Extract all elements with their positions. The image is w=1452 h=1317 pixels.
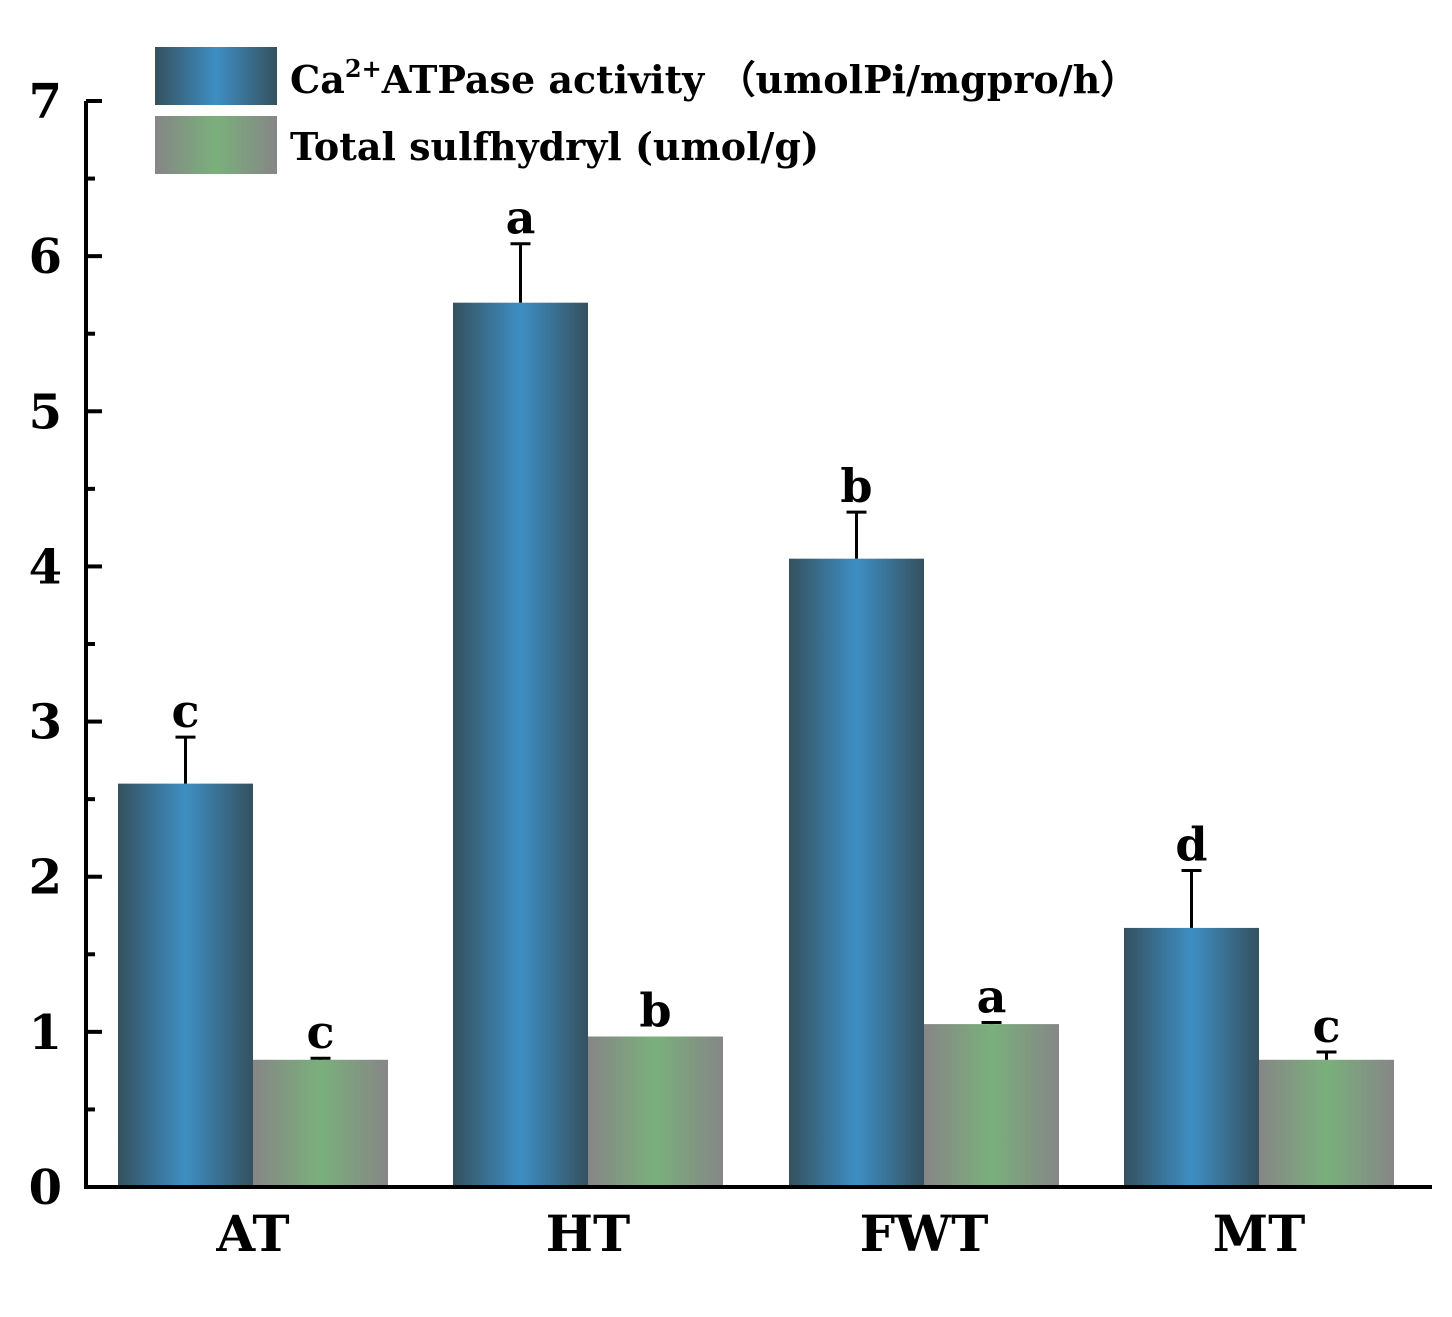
y-tick-label: 1 bbox=[29, 1005, 62, 1061]
significance-letter: b bbox=[639, 984, 671, 1038]
y-tick-label: 0 bbox=[29, 1160, 62, 1216]
bar-sulfhydryl-at bbox=[253, 1059, 388, 1187]
legend-label-ca-atpase: Ca2+ATPase activity （umolPi/mgpro/h） bbox=[290, 54, 1138, 102]
significance-letter: c bbox=[1312, 999, 1340, 1053]
bar-ca-atpase-ht bbox=[453, 302, 588, 1188]
y-tick-label: 4 bbox=[29, 539, 62, 595]
significance-letter: c bbox=[171, 684, 199, 738]
y-tick-label: 3 bbox=[29, 695, 62, 751]
x-category-label: AT bbox=[215, 1204, 289, 1263]
y-tick-label: 7 bbox=[29, 74, 62, 130]
significance-letter: a bbox=[506, 191, 536, 245]
x-category-label: HT bbox=[546, 1204, 630, 1263]
bar-sulfhydryl-ht bbox=[588, 1036, 723, 1187]
legend-label-sulfhydryl: Total sulfhydryl (umol/g) bbox=[290, 124, 819, 169]
legend-swatch-ca-atpase bbox=[155, 47, 277, 105]
significance-letter: c bbox=[306, 1005, 334, 1059]
bar-ca-atpase-at bbox=[118, 783, 253, 1187]
significance-letter: a bbox=[977, 970, 1007, 1024]
legend: Ca2+ATPase activity （umolPi/mgpro/h） Tot… bbox=[155, 47, 1138, 174]
bar-sulfhydryl-mt bbox=[1259, 1059, 1394, 1187]
plot-area: c a b d c b a c 0 1 2 3 4 5 6 7 AT HT FWT MT bbox=[29, 74, 1432, 1263]
legend-swatch-sulfhydryl bbox=[155, 116, 277, 174]
x-category-label: FWT bbox=[860, 1204, 989, 1263]
bar-ca-atpase-mt bbox=[1124, 927, 1259, 1187]
significance-letter: d bbox=[1175, 818, 1207, 872]
y-tick-label: 5 bbox=[29, 384, 62, 440]
x-category-label: MT bbox=[1213, 1204, 1306, 1263]
bar-sulfhydryl-fwt bbox=[924, 1024, 1059, 1187]
bar-ca-atpase-fwt bbox=[789, 558, 924, 1187]
y-tick-label: 6 bbox=[29, 229, 62, 285]
y-tick-label: 2 bbox=[29, 850, 62, 906]
significance-letter: b bbox=[840, 459, 872, 513]
